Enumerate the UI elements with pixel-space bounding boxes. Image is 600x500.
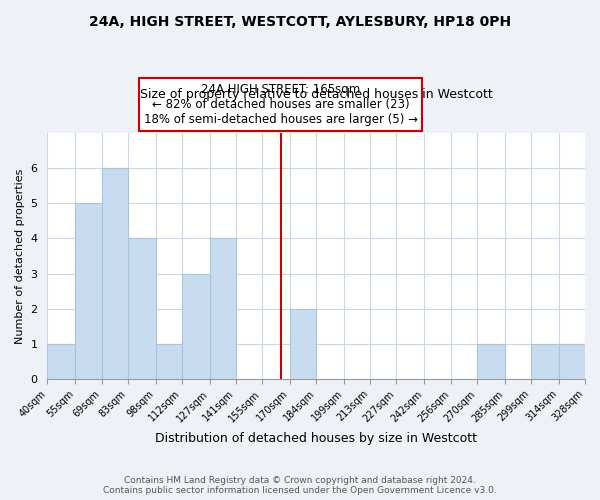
Y-axis label: Number of detached properties: Number of detached properties: [15, 168, 25, 344]
Bar: [47, 344, 76, 379]
Bar: [155, 344, 182, 379]
Bar: [477, 344, 505, 379]
Bar: [182, 274, 210, 379]
Text: 24A, HIGH STREET, WESTCOTT, AYLESBURY, HP18 0PH: 24A, HIGH STREET, WESTCOTT, AYLESBURY, H…: [89, 15, 511, 29]
Bar: [531, 344, 559, 379]
Bar: [210, 238, 236, 379]
Title: Size of property relative to detached houses in Westcott: Size of property relative to detached ho…: [140, 88, 493, 102]
Bar: [559, 344, 585, 379]
X-axis label: Distribution of detached houses by size in Westcott: Distribution of detached houses by size …: [155, 432, 477, 445]
Text: Contains HM Land Registry data © Crown copyright and database right 2024.
Contai: Contains HM Land Registry data © Crown c…: [103, 476, 497, 495]
Bar: [128, 238, 155, 379]
Text: 24A HIGH STREET: 165sqm
← 82% of detached houses are smaller (23)
18% of semi-de: 24A HIGH STREET: 165sqm ← 82% of detache…: [144, 83, 418, 126]
Bar: [290, 308, 316, 379]
Bar: [76, 204, 101, 379]
Bar: [101, 168, 128, 379]
